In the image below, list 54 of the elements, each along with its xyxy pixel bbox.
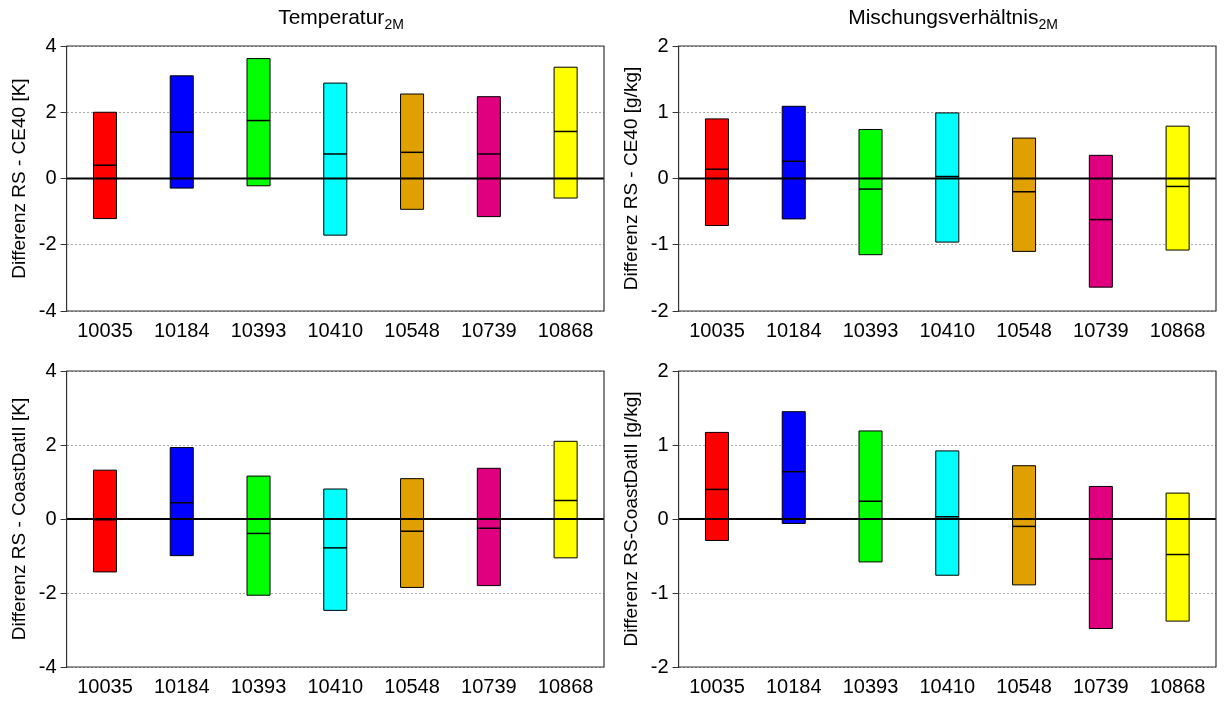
x-tick-label: 10393 [842, 318, 899, 341]
x-tick-label: 10548 [384, 318, 440, 341]
y-tick-label: 0 [657, 506, 669, 529]
x-tick-label: 10035 [77, 318, 133, 341]
y-tick-label: -2 [38, 580, 57, 603]
y-tick-label: -4 [38, 654, 57, 677]
x-tick-label: 10184 [765, 674, 822, 697]
x-tick-label: 10035 [689, 318, 745, 341]
x-tick-label: 10868 [1149, 674, 1206, 697]
x-tick-label: 10868 [1149, 318, 1206, 341]
y-tick-label: 2 [45, 432, 57, 455]
y-tick-label: 0 [45, 166, 57, 189]
x-tick-label: 10410 [307, 318, 364, 341]
x-tick-label: 10868 [537, 674, 594, 697]
x-tick-label: 10035 [689, 674, 745, 697]
y-axis-title: Differenz RS - CE40 [g/kg] [619, 66, 641, 291]
y-tick-label: 0 [657, 166, 669, 189]
y-tick-label: -1 [650, 580, 669, 603]
y-axis-title: Differenz RS-CoastDatII [g/kg] [619, 391, 641, 647]
x-tick-label: 10410 [919, 674, 976, 697]
y-tick-label: 1 [657, 432, 669, 455]
x-tick-label: 10868 [537, 318, 594, 341]
y-tick-label: 4 [45, 33, 57, 56]
x-tick-label: 10548 [384, 674, 440, 697]
x-tick-label: 10739 [1073, 674, 1129, 697]
y-axis-title: Differenz RS - CoastDatII [K] [7, 397, 29, 641]
y-tick-label: -2 [650, 298, 669, 321]
chart-title: Mischungsverhältnis$_{2M}$ [847, 4, 1059, 33]
x-tick-label: 10393 [842, 674, 899, 697]
x-tick-label: 10184 [765, 318, 822, 341]
x-tick-label: 10184 [153, 674, 210, 697]
x-tick-label: 10035 [77, 674, 133, 697]
x-tick-label: 10410 [919, 318, 976, 341]
y-axis-title: Differenz RS - CE40 [K] [7, 78, 29, 279]
y-tick-label: 2 [45, 99, 57, 122]
x-tick-label: 10548 [996, 674, 1052, 697]
x-tick-label: 10739 [1073, 318, 1129, 341]
x-tick-label: 10548 [996, 318, 1052, 341]
chart-title: Temperatur$_{2M}$ [277, 4, 405, 33]
x-tick-label: 10410 [307, 674, 364, 697]
x-tick-label: 10739 [461, 674, 517, 697]
y-tick-label: 2 [657, 33, 669, 56]
x-tick-label: 10393 [230, 318, 287, 341]
x-tick-label: 10393 [230, 674, 287, 697]
y-tick-label: 0 [45, 506, 57, 529]
y-tick-label: -2 [38, 232, 57, 255]
y-tick-label: 4 [45, 358, 57, 381]
y-tick-label: -1 [650, 232, 669, 255]
y-tick-label: 1 [657, 99, 669, 122]
y-tick-label: 2 [657, 358, 669, 381]
x-tick-label: 10739 [461, 318, 517, 341]
x-tick-label: 10184 [153, 318, 210, 341]
y-tick-label: -2 [650, 654, 669, 677]
y-tick-label: -4 [38, 298, 57, 321]
